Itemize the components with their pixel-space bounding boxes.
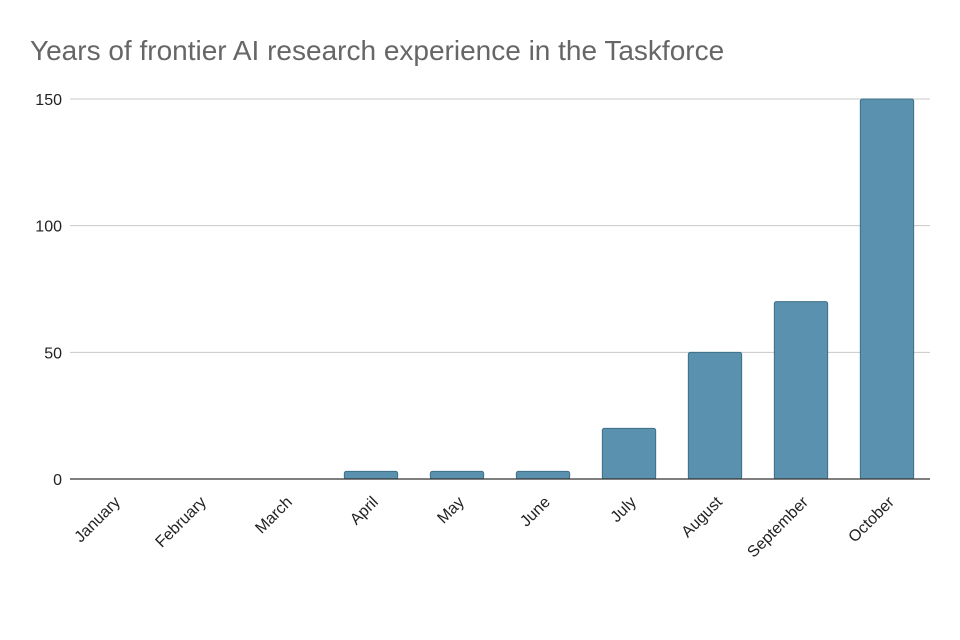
chart-title: Years of frontier AI research experience… [30, 35, 724, 66]
bar [773, 301, 829, 480]
bar [687, 351, 743, 480]
y-tick-label: 50 [44, 345, 62, 362]
bar [859, 98, 915, 480]
bar [515, 470, 571, 480]
y-tick-label: 100 [35, 219, 62, 236]
y-tick-label: 150 [35, 92, 62, 109]
bar [343, 470, 399, 480]
y-tick-label: 0 [53, 472, 62, 489]
bar [601, 427, 657, 480]
bar [429, 470, 485, 480]
